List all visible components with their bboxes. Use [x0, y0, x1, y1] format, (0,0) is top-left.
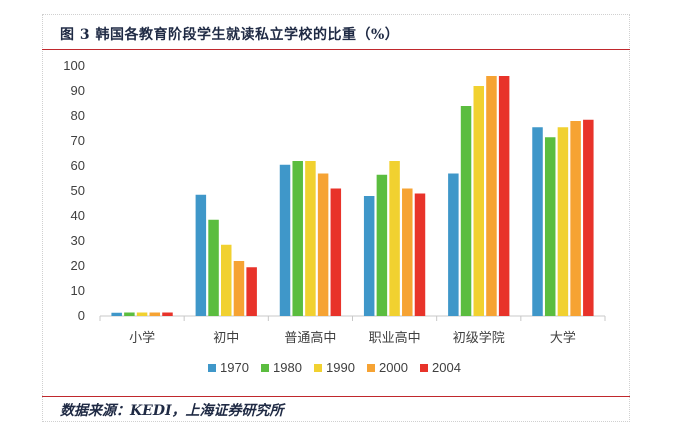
bar-1990: [221, 244, 232, 316]
bar-2004: [162, 312, 173, 316]
bar-2000: [149, 312, 161, 316]
title-rule: [42, 49, 630, 50]
bar-1980: [292, 161, 303, 316]
y-tick-label: 90: [71, 83, 85, 98]
bar-1980: [124, 312, 135, 316]
bar-1970: [111, 312, 122, 316]
y-tick-label: 30: [71, 233, 85, 248]
bar-1990: [305, 161, 316, 316]
bar-1970: [195, 194, 207, 316]
bar-2004: [330, 188, 342, 316]
axis-layer: 0 10 20 30 40 50 60 70 80 90 100 小学 初中 普通高中 职业高中 初级学院 大学: [63, 58, 606, 345]
legend-label: 2004: [432, 360, 461, 375]
y-tick-label: 40: [71, 208, 85, 223]
bar-1990: [473, 86, 484, 316]
y-tick-label: 70: [71, 133, 85, 148]
bar-2004: [246, 267, 257, 316]
bar-1990: [389, 161, 400, 316]
y-tick-label: 0: [78, 308, 85, 323]
legend-swatch: [314, 364, 322, 372]
bar-2000: [233, 261, 245, 316]
bar-1980: [208, 219, 219, 316]
x-tick-label: 职业高中: [369, 330, 421, 345]
x-tick-label: 大学: [550, 330, 576, 345]
bar-1990: [136, 312, 148, 316]
y-tick-label: 60: [71, 158, 85, 173]
y-tick-label: 50: [71, 183, 85, 198]
bar-1970: [532, 127, 543, 316]
x-tick-label: 普通高中: [284, 330, 336, 345]
bar-2004: [414, 193, 426, 316]
bar-2000: [570, 121, 581, 316]
legend-swatch: [420, 364, 428, 372]
bar-2000: [486, 76, 497, 316]
y-tick-label: 100: [63, 58, 85, 73]
legend-layer: 1970 1980 1990 2000 2004: [208, 360, 461, 375]
bar-2004: [498, 76, 510, 316]
source-rule: [42, 396, 630, 397]
legend-swatch: [208, 364, 216, 372]
legend-label: 2000: [379, 360, 408, 375]
bar-1970: [363, 196, 375, 316]
x-tick-label: 初级学院: [453, 330, 505, 345]
y-tick-label: 20: [71, 258, 85, 273]
bar-2000: [317, 173, 329, 316]
bar-1970: [448, 173, 459, 316]
legend-label: 1980: [273, 360, 302, 375]
bar-2000: [402, 188, 413, 316]
bar-2004: [583, 119, 594, 316]
y-tick-label: 80: [71, 108, 85, 123]
legend-swatch: [367, 364, 375, 372]
figure-title: 图 3 韩国各教育阶段学生就读私立学校的比重（%）: [60, 27, 400, 43]
y-tick-label: 10: [71, 283, 85, 298]
bars-layer: [111, 76, 594, 316]
x-tick-label: 初中: [213, 330, 239, 345]
source-note: 数据来源：KEDI，上海证券研究所: [60, 403, 284, 419]
legend-label: 1990: [326, 360, 355, 375]
legend-swatch: [261, 364, 269, 372]
x-tick-label: 小学: [129, 330, 155, 345]
bar-1980: [460, 106, 472, 316]
legend-label: 1970: [220, 360, 249, 375]
bar-1970: [279, 164, 291, 316]
bar-1980: [544, 137, 556, 316]
figure-frame: [42, 14, 630, 422]
bar-1990: [557, 127, 569, 316]
bar-1980: [376, 174, 388, 316]
